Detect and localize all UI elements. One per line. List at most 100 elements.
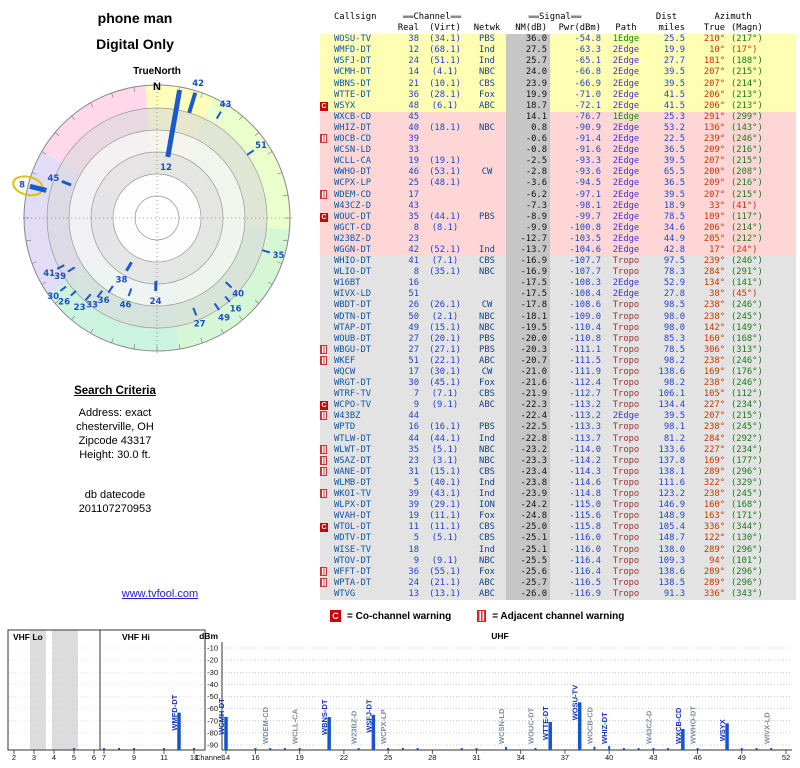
warning-marker-cell — [320, 178, 332, 189]
azimuth-magn-cell: (213°) — [731, 89, 763, 100]
callsign-cell[interactable]: WLPX-DT — [334, 500, 372, 511]
callsign-cell[interactable]: WDEM-CD — [334, 189, 372, 200]
callsign-cell[interactable]: W43CZ-D — [334, 200, 372, 211]
callsign-cell[interactable]: WSFJ-DT — [334, 56, 372, 67]
network-cell — [468, 289, 506, 300]
warning-marker-cell — [320, 556, 332, 567]
network-cell: CBS — [479, 78, 495, 89]
callsign-cell[interactable]: WLWT-DT — [334, 444, 372, 455]
azimuth-true-cell: 284° — [703, 267, 725, 278]
callsign-cell[interactable]: WISE-TV — [334, 544, 372, 555]
callsign-cell[interactable]: WOUC-DT — [334, 211, 372, 222]
channel-tick-label: 22 — [340, 753, 348, 762]
nm-db-cell: -20.0 — [506, 333, 550, 345]
azimuth-magn-cell: (216°) — [731, 145, 763, 156]
callsign-cell[interactable]: WKEF — [334, 355, 356, 366]
azimuth-true-cell: 336° — [703, 522, 725, 533]
callsign-cell[interactable]: WCMH-DT — [334, 67, 372, 78]
callsign-cell[interactable]: W23BZ-D — [334, 233, 372, 244]
nm-db-cell: -21.9 — [506, 389, 550, 401]
radar-station-marker — [225, 281, 233, 289]
warning-marker-cell — [320, 300, 332, 311]
callsign-cell[interactable]: WWHO-DT — [334, 167, 372, 178]
adjacent-channel-legend-label: = Adjacent channel warning — [492, 610, 625, 622]
callsign-cell[interactable]: WTAP-DT — [334, 322, 372, 333]
callsign-cell[interactable]: WCSN-LD — [334, 145, 372, 156]
network-cell: PBS — [479, 333, 495, 344]
channel-virt-cell: (51.1) — [429, 56, 461, 67]
channel-virt-cell: (30.1) — [429, 367, 461, 377]
table-row: WQCW 17 (30.1) CW -21.0 -111.9 Tropo 138.6 169° (… — [320, 367, 796, 379]
bar-callsign-label: WCMH-DT — [217, 698, 226, 735]
callsign-cell[interactable]: WBDT-DT — [334, 300, 372, 311]
callsign-cell[interactable]: W16BT — [334, 278, 361, 289]
azimuth-magn-cell: (213°) — [731, 100, 763, 111]
dist-miles-cell: 42.8 — [663, 244, 685, 255]
dist-miles-cell: 25.5 — [663, 34, 685, 45]
callsign-cell[interactable]: WVAH-DT — [334, 511, 372, 522]
callsign-cell[interactable]: WGGN-DT — [334, 244, 372, 255]
callsign-cell[interactable]: WCLL-CA — [334, 156, 372, 167]
callsign-cell[interactable]: WPTA-DT — [334, 577, 372, 588]
pwr-dbm-cell: -97.1 — [574, 189, 601, 200]
callsign-cell[interactable]: WTRF-TV — [334, 389, 372, 400]
callsign-cell[interactable]: WTOV-DT — [334, 555, 372, 566]
callsign-cell[interactable]: WMFD-DT — [334, 45, 372, 56]
vhf-lo-label: VHF Lo — [13, 632, 43, 642]
callsign-cell[interactable]: WHIZ-DT — [334, 122, 372, 133]
callsign-cell[interactable]: WQCW — [334, 367, 356, 377]
callsign-cell[interactable]: WBGU-DT — [334, 344, 372, 355]
dist-miles-cell: 98.2 — [663, 378, 685, 389]
path-cell: Tropo — [612, 466, 640, 477]
channel-virt-cell — [422, 278, 468, 289]
callsign-cell[interactable]: WLMB-DT — [334, 477, 372, 488]
warning-marker-cell — [320, 466, 332, 478]
nm-db-cell: -2.8 — [506, 167, 550, 179]
callsign-cell[interactable]: WHIO-DT — [334, 256, 372, 267]
callsign-cell[interactable]: WTOL-DT — [334, 522, 372, 533]
callsign-cell[interactable]: WANE-DT — [334, 466, 372, 477]
callsign-cell[interactable]: WDTV-DT — [334, 533, 372, 544]
pwr-dbm-cell: -65.1 — [574, 56, 601, 67]
path-cell: Tropo — [612, 355, 640, 366]
callsign-cell[interactable]: WPTD — [334, 422, 356, 433]
callsign-cell[interactable]: W43BZ — [334, 411, 361, 422]
callsign-cell[interactable]: WBNS-DT — [334, 78, 372, 89]
callsign-cell[interactable]: WFFT-DT — [334, 566, 372, 577]
callsign-cell[interactable]: WTLW-DT — [334, 433, 372, 444]
callsign-cell[interactable]: WSAZ-DT — [334, 455, 372, 466]
callsign-cell[interactable]: WTTE-DT — [334, 89, 372, 100]
table-row: WTOV-DT 9 (9.1) NBC -25.5 -116.4 Tropo 109.3 94°… — [320, 555, 796, 567]
datecode-value: 201107270953 — [78, 503, 152, 515]
bar-callsign-label: W43CZ-D — [644, 710, 653, 744]
callsign-cell[interactable]: WXCB-CD — [334, 111, 372, 122]
callsign-cell[interactable]: WRGT-DT — [334, 378, 372, 389]
callsign-cell[interactable]: WOCB-CD — [334, 134, 372, 145]
tvfool-link[interactable]: www.tvfool.com — [121, 588, 199, 600]
channel-real-cell: 25 — [408, 178, 419, 189]
callsign-cell[interactable]: WTVG — [334, 588, 356, 599]
vhf-lo-shaded-band — [30, 630, 46, 750]
callsign-cell[interactable]: WSYX — [334, 100, 356, 111]
network-cell: Ind — [479, 244, 495, 255]
nm-db-cell: -25.0 — [506, 522, 550, 534]
channel-virt-cell: (53.1) — [429, 167, 461, 178]
co-channel-warning-icon: C — [320, 101, 328, 111]
channel-tick-label: 6 — [92, 753, 96, 762]
callsign-cell[interactable]: WOSU-TV — [334, 34, 372, 45]
callsign-cell[interactable]: WOUB-DT — [334, 333, 372, 344]
dist-miles-cell: 138.5 — [658, 577, 685, 588]
callsign-cell[interactable]: WIVX-LD — [334, 289, 372, 300]
callsign-cell[interactable]: WCPX-LP — [334, 178, 372, 189]
radar-station-marker — [59, 285, 67, 292]
callsign-cell[interactable]: WCPO-TV — [334, 400, 372, 411]
callsign-cell[interactable]: WGCT-CD — [334, 222, 372, 233]
callsign-cell[interactable]: WDTN-DT — [334, 311, 372, 322]
nm-db-cell: -9.9 — [506, 222, 550, 234]
warning-marker-cell: C — [320, 101, 332, 112]
callsign-cell[interactable]: WLIO-DT — [334, 267, 372, 278]
callsign-cell[interactable]: WKOI-TV — [334, 489, 372, 500]
adjacent-channel-warning-icon — [320, 189, 327, 199]
